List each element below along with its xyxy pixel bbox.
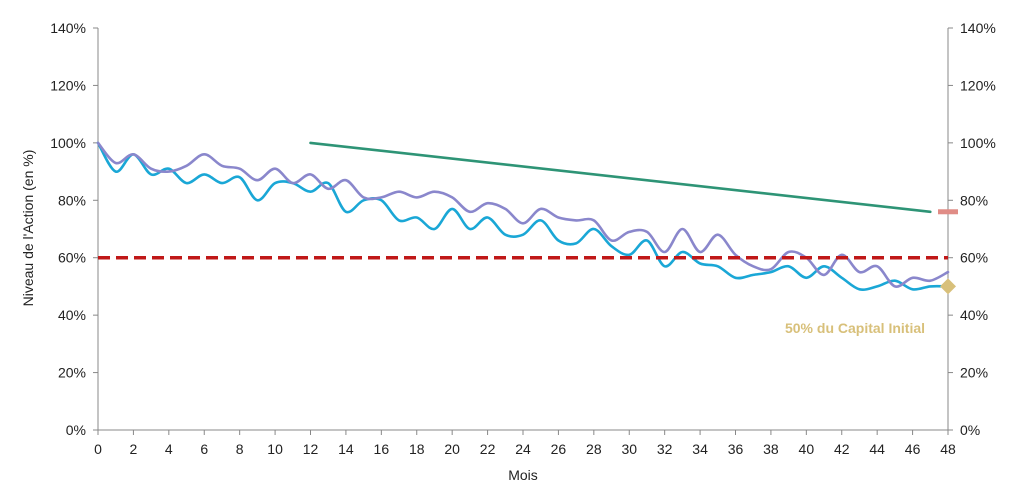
series-line-barrier-decreasing bbox=[309, 141, 932, 214]
marker-50 bbox=[940, 278, 956, 295]
x-tick-label: 2 bbox=[130, 441, 138, 457]
x-tick-label: 36 bbox=[728, 441, 744, 457]
y-tick-label-left: 100% bbox=[50, 135, 86, 151]
x-tick-label: 44 bbox=[869, 441, 885, 457]
y-tick-label-right: 120% bbox=[960, 77, 996, 93]
x-tick-label: 46 bbox=[905, 441, 921, 457]
y-tick-label-right: 0% bbox=[960, 422, 980, 438]
x-tick-label: 10 bbox=[267, 441, 283, 457]
x-tick-label: 34 bbox=[692, 441, 708, 457]
y-tick-label-right: 100% bbox=[960, 135, 996, 151]
x-tick-label: 8 bbox=[236, 441, 244, 457]
y-tick-label-right: 40% bbox=[960, 307, 988, 323]
y-axis-title: Niveau de l'Action (en %) bbox=[20, 150, 36, 307]
x-tick-label: 18 bbox=[409, 441, 425, 457]
y-tick-label-left: 40% bbox=[58, 307, 86, 323]
x-tick-label: 30 bbox=[621, 441, 637, 457]
x-tick-label: 38 bbox=[763, 441, 779, 457]
y-tick-label-left: 80% bbox=[58, 192, 86, 208]
x-tick-label: 6 bbox=[200, 441, 208, 457]
y-tick-label-left: 20% bbox=[58, 365, 86, 381]
x-tick-label: 42 bbox=[834, 441, 850, 457]
y-tick-label-left: 120% bbox=[50, 77, 86, 93]
y-tick-label-right: 140% bbox=[960, 20, 996, 36]
x-tick-label: 0 bbox=[94, 441, 102, 457]
x-tick-label: 14 bbox=[338, 441, 354, 457]
x-tick-label: 20 bbox=[444, 441, 460, 457]
ticks: 0% 20% 40% 60% 80% 100% 120% 140% 0% 20% 40% 60% 80%… bbox=[50, 20, 996, 457]
x-tick-label: 32 bbox=[657, 441, 673, 457]
x-tick-label: 4 bbox=[165, 441, 173, 457]
x-tick-label: 40 bbox=[799, 441, 815, 457]
y-tick-label-left: 0% bbox=[66, 422, 86, 438]
x-tick-label: 26 bbox=[551, 441, 567, 457]
x-axis-title: Mois bbox=[508, 467, 538, 483]
series-line-action-2 bbox=[96, 141, 950, 288]
x-tick-label: 28 bbox=[586, 441, 602, 457]
y-tick-label-left: 60% bbox=[58, 250, 86, 266]
annotation-capital: 50% du Capital Initial bbox=[785, 320, 925, 336]
x-tick-label: 22 bbox=[480, 441, 496, 457]
x-tick-label: 24 bbox=[515, 441, 531, 457]
y-tick-label-right: 20% bbox=[960, 365, 988, 381]
series-line-action-1 bbox=[96, 141, 950, 291]
series bbox=[96, 141, 950, 291]
x-tick-label: 48 bbox=[940, 441, 956, 457]
markers bbox=[938, 209, 958, 295]
x-tick-label: 16 bbox=[374, 441, 390, 457]
x-tick-label: 12 bbox=[303, 441, 319, 457]
y-tick-label-right: 80% bbox=[960, 192, 988, 208]
y-tick-label-left: 140% bbox=[50, 20, 86, 36]
y-tick-label-right: 60% bbox=[960, 250, 988, 266]
marker-76 bbox=[938, 209, 958, 215]
axes bbox=[97, 28, 949, 431]
